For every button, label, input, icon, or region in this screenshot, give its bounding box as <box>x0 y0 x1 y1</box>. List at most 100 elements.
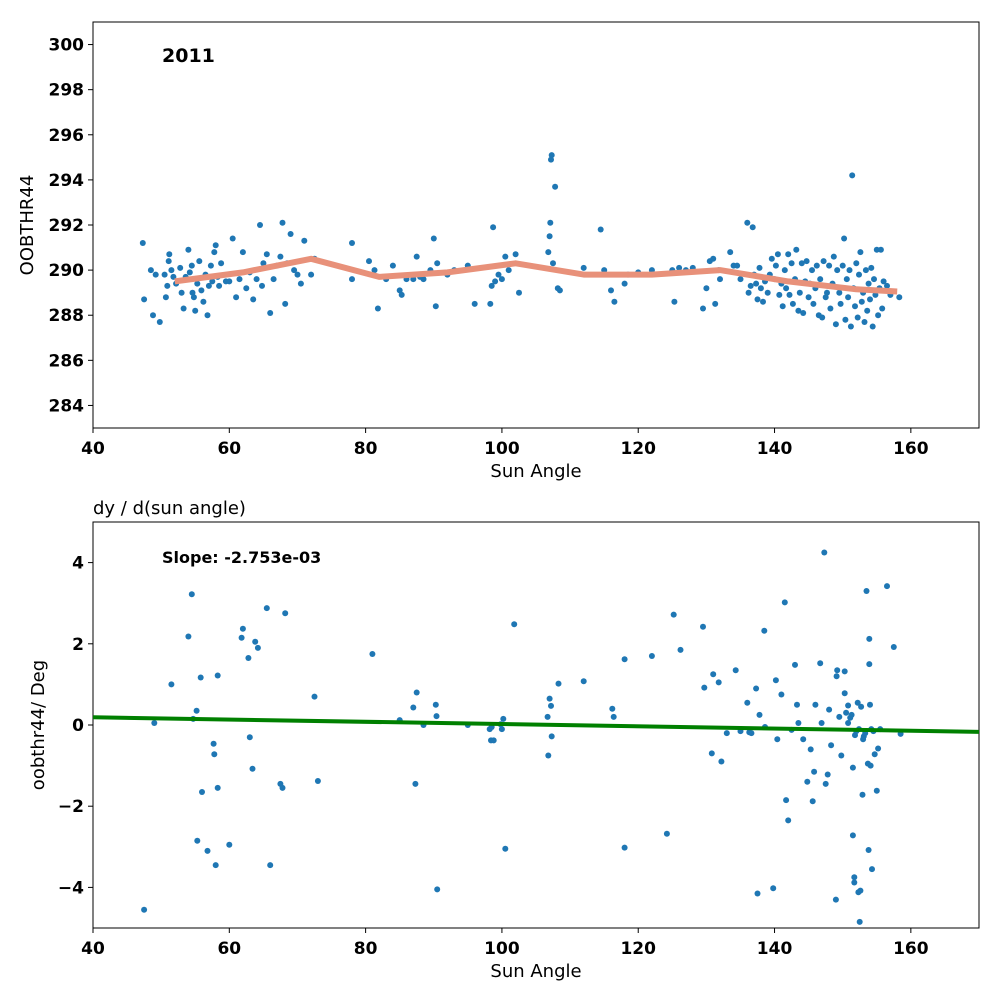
data-point <box>803 258 810 265</box>
data-point <box>186 269 193 276</box>
data-point <box>843 276 850 283</box>
data-point <box>211 751 218 758</box>
data-point <box>670 611 677 618</box>
data-point <box>254 644 261 651</box>
data-point <box>139 240 146 246</box>
data-point <box>867 296 873 303</box>
data-point <box>785 817 792 824</box>
data-point <box>820 258 827 265</box>
data-point <box>212 862 219 869</box>
y-tick-label: −4 <box>58 878 84 898</box>
data-point <box>832 896 839 903</box>
data-point <box>498 726 505 733</box>
data-point <box>267 310 274 316</box>
data-point <box>433 713 440 720</box>
data-point <box>189 289 196 296</box>
data-point <box>349 276 355 283</box>
data-point <box>648 653 655 659</box>
data-point <box>822 780 829 787</box>
y-tick-label: 290 <box>49 261 85 281</box>
data-point <box>621 844 628 851</box>
data-point <box>516 289 522 296</box>
data-point <box>151 720 158 726</box>
data-point <box>795 307 802 314</box>
data-point <box>279 219 286 226</box>
data-point <box>214 672 221 679</box>
data-point <box>830 253 837 260</box>
data-point <box>548 733 555 740</box>
data-point <box>761 627 768 634</box>
data-point <box>621 280 628 287</box>
data-point <box>867 701 873 708</box>
data-point <box>827 305 834 312</box>
data-point <box>796 289 803 296</box>
data-point <box>863 588 870 594</box>
plot-area <box>92 21 980 429</box>
data-point <box>548 152 555 159</box>
data-point <box>141 296 148 303</box>
trend-line <box>174 255 898 295</box>
data-point <box>556 287 563 294</box>
data-point <box>580 678 587 685</box>
data-point <box>199 789 205 795</box>
data-point <box>832 321 839 328</box>
data-point <box>545 249 552 256</box>
data-point <box>760 298 766 305</box>
data-point <box>834 667 841 674</box>
data-point <box>263 605 270 612</box>
data-point <box>862 267 869 274</box>
data-point <box>548 702 554 709</box>
data-point <box>165 258 172 265</box>
x-tick-label: 100 <box>484 439 520 459</box>
data-point <box>204 847 211 854</box>
data-point <box>548 156 554 163</box>
data-point <box>597 226 604 233</box>
data-point <box>774 736 781 743</box>
data-point <box>727 249 734 256</box>
data-point <box>502 845 509 852</box>
data-point <box>867 762 874 769</box>
data-point <box>544 713 551 720</box>
data-point <box>552 183 559 190</box>
data-point <box>811 768 818 775</box>
x-axis-label: Sun Angle <box>490 961 581 982</box>
data-point <box>812 701 819 708</box>
data-point <box>884 583 890 590</box>
data-point <box>663 830 670 837</box>
data-point <box>754 296 761 303</box>
data-point <box>879 305 886 312</box>
data-point <box>873 246 880 253</box>
data-point <box>210 740 217 747</box>
data-point <box>851 879 858 886</box>
data-point <box>420 276 427 283</box>
data-point <box>737 276 744 283</box>
data-point <box>141 906 148 913</box>
data-point <box>177 264 184 271</box>
data-point <box>152 271 159 278</box>
data-point <box>871 276 877 283</box>
data-point <box>430 235 437 242</box>
data-point <box>495 271 502 278</box>
data-point <box>747 282 754 289</box>
data-point <box>744 699 751 706</box>
data-point <box>851 874 858 881</box>
data-point <box>857 887 864 894</box>
data-point <box>671 298 678 305</box>
data-point <box>471 300 478 307</box>
data-point <box>715 679 722 686</box>
data-point <box>788 260 795 267</box>
data-point <box>859 791 866 798</box>
data-point <box>754 890 761 897</box>
data-point <box>609 705 616 712</box>
data-point <box>732 667 739 674</box>
data-point <box>197 674 204 681</box>
data-point <box>785 251 792 258</box>
data-point <box>701 684 708 691</box>
data-point <box>259 282 265 289</box>
data-point <box>845 720 852 726</box>
x-tick-label: 120 <box>620 439 656 459</box>
data-point <box>185 246 192 253</box>
data-point <box>853 260 860 267</box>
data-point <box>267 862 274 869</box>
data-point <box>212 242 219 249</box>
